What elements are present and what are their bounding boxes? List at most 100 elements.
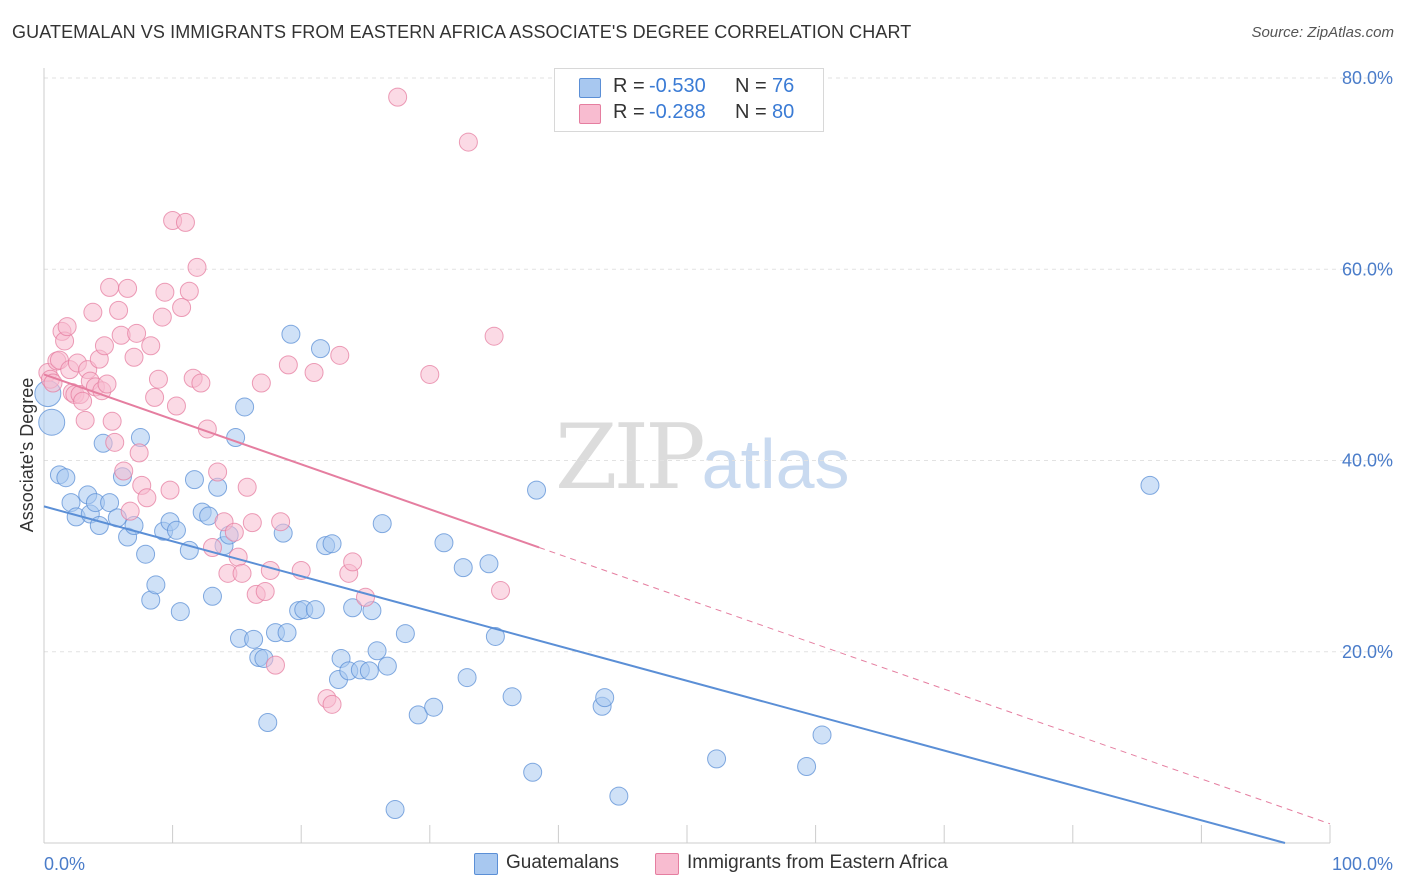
- point-eastern-africa: [57, 317, 77, 337]
- watermark-atlas: atlas: [701, 425, 850, 503]
- point-eastern-africa: [484, 326, 504, 346]
- point-eastern-africa: [137, 488, 157, 508]
- point-guatemalans: [367, 641, 387, 661]
- point-eastern-africa: [155, 282, 175, 302]
- point-guatemalans: [434, 533, 454, 553]
- r-label: R =: [613, 101, 645, 123]
- point-eastern-africa: [172, 298, 192, 317]
- trend-line-eastern-africa: [43, 373, 540, 549]
- r-value: -0.288: [649, 101, 706, 123]
- point-guatemalans: [136, 544, 156, 564]
- point-eastern-africa: [251, 373, 271, 393]
- r-label: R =: [613, 75, 645, 97]
- point-guatemalans: [395, 624, 415, 644]
- point-guatemalans: [479, 554, 499, 574]
- point-guatemalans: [453, 558, 473, 578]
- point-eastern-africa: [109, 300, 129, 320]
- point-guatemalans: [1140, 475, 1160, 495]
- point-guatemalans: [707, 749, 727, 769]
- point-eastern-africa: [187, 257, 207, 277]
- point-guatemalans: [56, 468, 76, 488]
- point-eastern-africa: [208, 462, 228, 482]
- point-guatemalans: [812, 725, 832, 745]
- point-guatemalans: [184, 470, 204, 490]
- point-eastern-africa: [255, 582, 275, 602]
- point-guatemalans: [170, 602, 190, 622]
- watermark-zip: ZIP: [555, 405, 706, 510]
- point-eastern-africa: [75, 410, 95, 430]
- y-tick-label: 80.0%: [1342, 68, 1393, 88]
- point-eastern-africa: [148, 369, 168, 389]
- point-eastern-africa: [202, 538, 222, 558]
- point-eastern-africa: [129, 443, 149, 463]
- point-eastern-africa: [94, 336, 114, 356]
- y-axis-title: Associate's Degree: [17, 378, 37, 533]
- legend-swatch-eastern-africa: [655, 853, 679, 875]
- n-label: N =: [735, 101, 767, 123]
- point-eastern-africa: [265, 655, 285, 675]
- point-eastern-africa: [179, 281, 199, 301]
- point-guatemalans: [310, 339, 330, 359]
- legend-swatch-guatemalans: [474, 853, 498, 875]
- point-guatemalans: [258, 713, 278, 733]
- n-value: 76: [772, 75, 795, 97]
- point-eastern-africa: [145, 387, 165, 407]
- point-eastern-africa: [224, 522, 244, 542]
- point-eastern-africa: [100, 277, 120, 297]
- point-eastern-africa: [166, 396, 186, 416]
- point-guatemalans: [527, 480, 547, 500]
- data-points: [34, 87, 1160, 820]
- point-eastern-africa: [118, 278, 138, 298]
- point-eastern-africa: [105, 432, 125, 452]
- point-eastern-africa: [278, 355, 298, 375]
- trend-line-guatemalans: [43, 505, 1286, 844]
- n-label: N =: [735, 75, 767, 97]
- point-guatemalans: [322, 534, 342, 554]
- point-guatemalans: [457, 668, 477, 688]
- point-eastern-africa: [491, 581, 511, 601]
- x-tick-label: 0.0%: [44, 854, 85, 874]
- point-eastern-africa: [83, 302, 103, 322]
- point-eastern-africa: [458, 132, 478, 152]
- axis-labels: 20.0% 40.0% 60.0% 80.0% 0.0% 100.0% Associate'…: [17, 68, 1393, 874]
- y-tick-label: 40.0%: [1342, 451, 1393, 471]
- point-guatemalans: [277, 623, 297, 643]
- point-guatemalans: [166, 520, 186, 540]
- point-guatemalans: [502, 687, 522, 707]
- point-guatemalans: [595, 688, 615, 708]
- point-guatemalans: [100, 493, 120, 513]
- r-value: -0.530: [649, 75, 706, 97]
- point-guatemalans: [408, 705, 428, 725]
- point-eastern-africa: [343, 552, 363, 572]
- point-eastern-africa: [388, 87, 408, 107]
- point-eastern-africa: [237, 477, 257, 497]
- point-guatemalans: [179, 540, 199, 560]
- point-guatemalans: [281, 324, 301, 344]
- point-eastern-africa: [420, 364, 440, 384]
- point-guatemalans: [609, 786, 629, 806]
- point-guatemalans: [385, 800, 405, 820]
- point-eastern-africa: [232, 563, 252, 583]
- axes: [43, 68, 1331, 844]
- legend-label: Guatemalans: [506, 852, 620, 873]
- x-tick-label: 100.0%: [1332, 854, 1393, 874]
- point-eastern-africa: [114, 461, 134, 481]
- point-guatemalans: [38, 408, 66, 436]
- point-eastern-africa: [191, 373, 211, 393]
- point-guatemalans: [359, 661, 379, 681]
- point-guatemalans: [424, 697, 444, 717]
- stats-swatch-guatemalans: [579, 78, 601, 98]
- point-eastern-africa: [127, 323, 147, 343]
- source-label: Source: ZipAtlas.com: [1251, 24, 1394, 41]
- n-value: 80: [772, 101, 795, 123]
- point-eastern-africa: [271, 512, 291, 532]
- legend-label: Immigrants from Eastern Africa: [687, 852, 948, 873]
- point-guatemalans: [202, 586, 222, 606]
- point-guatemalans: [244, 629, 264, 649]
- point-eastern-africa: [304, 363, 324, 383]
- watermark: ZIPatlas: [555, 405, 850, 510]
- point-eastern-africa: [120, 501, 140, 521]
- y-tick-label: 20.0%: [1342, 642, 1393, 662]
- stats-box: R = -0.530 N = 76 R = -0.288 N = 80: [554, 68, 824, 132]
